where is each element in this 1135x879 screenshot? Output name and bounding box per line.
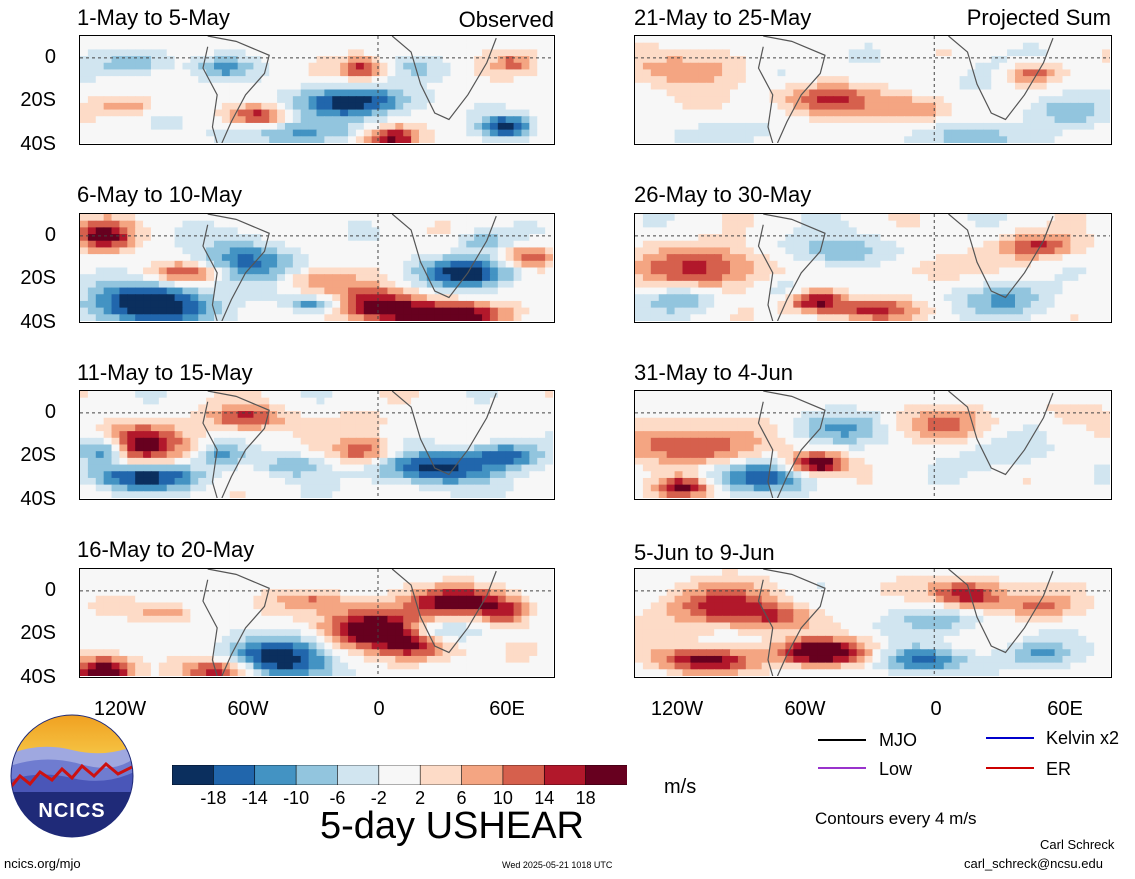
- x-tick-label: 60E: [1047, 698, 1083, 720]
- colorbar-tick-label: -6: [329, 788, 346, 808]
- colorbar-swatch: [585, 764, 628, 786]
- y-tick-label: 20S: [20, 89, 56, 111]
- y-tick-label: 20S: [20, 444, 56, 466]
- y-tick-label: 0: [44, 46, 56, 68]
- x-tick-label: 60W: [784, 698, 826, 720]
- y-tick-label: 0: [44, 401, 56, 423]
- map-panel-right-4: [634, 568, 1112, 678]
- map-panel-right-2: [634, 213, 1112, 323]
- logo-text: NCICS: [38, 800, 106, 822]
- map-panel-left-3: [79, 390, 555, 500]
- y-tick-label: 40S: [20, 666, 56, 688]
- colorbar-tick-label: 18: [575, 788, 596, 808]
- x-tick-label: 0: [930, 698, 942, 720]
- colorbar-swatch: [254, 764, 297, 786]
- panel-title-right-3: 31-May to 4-Jun: [634, 360, 793, 385]
- x-tick-label: 60W: [227, 698, 269, 720]
- contour-note: Contours every 4 m/s: [815, 809, 977, 828]
- coastline-africa: [391, 214, 497, 299]
- coastline-africa: [948, 214, 1054, 299]
- colorbar-tick-label: -10: [283, 788, 310, 808]
- y-tick-label: 40S: [20, 488, 56, 510]
- colorbar-swatch: [213, 764, 256, 786]
- coastline-africa: [391, 36, 497, 121]
- colorbar-tick-label: 6: [456, 788, 467, 808]
- coastline-africa: [948, 391, 1054, 476]
- x-tick-label: 60E: [489, 698, 525, 720]
- colorbar-swatch: [461, 764, 504, 786]
- panel-title-right-2: 26-May to 30-May: [634, 182, 812, 207]
- coastline-south-america: [202, 391, 270, 498]
- panel-title-left-1: 1-May to 5-May: [77, 5, 230, 30]
- colorbar-tick-label: 10: [492, 788, 513, 808]
- coastline-south-america: [757, 569, 826, 676]
- colorbar-swatch: [419, 764, 463, 786]
- footer-email: carl_schreck@ncsu.edu: [964, 856, 1103, 871]
- ncics-logo: NCICS: [10, 714, 134, 838]
- colorbar-tick-label: 2: [415, 788, 426, 808]
- legend-low: Low: [879, 759, 913, 779]
- contour-legend: [816, 727, 1131, 787]
- colorbar-tick-label: -18: [200, 788, 227, 808]
- map-panel-left-1: [79, 35, 555, 145]
- coastline-africa: [391, 569, 497, 654]
- colorbar-tick-label: -2: [370, 788, 387, 808]
- legend-mjo: MJO: [879, 730, 917, 750]
- unit-label: m/s: [664, 776, 697, 798]
- footer-author: Carl Schreck: [1040, 837, 1115, 852]
- colorbar-swatch: [502, 764, 546, 786]
- coastline-south-america: [757, 391, 826, 498]
- panel-title-left-3: 11-May to 15-May: [77, 360, 253, 385]
- colorbar-swatch: [295, 764, 339, 786]
- coastline-south-america: [202, 569, 270, 676]
- panel-title-left-2: 6-May to 10-May: [77, 182, 243, 207]
- map-panel-left-4: [79, 568, 555, 678]
- panel-title-right-1: 21-May to 25-May: [634, 5, 812, 30]
- legend-kelvin: Kelvin x2: [1046, 728, 1120, 748]
- x-tick-label: 120W: [650, 698, 704, 720]
- colorbar-tick-label: -14: [241, 788, 268, 808]
- colorbar: [171, 764, 628, 786]
- colorbar-swatch: [171, 764, 215, 786]
- y-tick-label: 0: [44, 224, 56, 246]
- projected-label: Projected Sum: [966, 5, 1111, 30]
- panel-title-right-4: 5-Jun to 9-Jun: [634, 540, 775, 565]
- x-tick-label: 120W: [93, 698, 147, 720]
- y-tick-label: 20S: [20, 267, 56, 289]
- y-tick-label: 0: [44, 579, 56, 601]
- panel-title-left-4: 16-May to 20-May: [77, 537, 255, 562]
- y-tick-label: 40S: [20, 133, 56, 155]
- observed-label: Observed: [458, 7, 554, 32]
- legend-er: ER: [1046, 759, 1072, 779]
- footer-timestamp: Wed 2025-05-21 1018 UTC: [502, 860, 613, 870]
- coastline-africa: [391, 391, 497, 476]
- coastline-south-america: [757, 36, 826, 143]
- chart-title: 5-day USHEAR: [320, 805, 584, 847]
- map-panel-left-2: [79, 213, 555, 323]
- map-panel-right-3: [634, 390, 1112, 500]
- y-tick-label: 40S: [20, 311, 56, 333]
- map-panel-right-1: [634, 35, 1112, 145]
- colorbar-swatch: [543, 764, 587, 786]
- coastline-south-america: [202, 36, 270, 143]
- colorbar-swatch: [337, 764, 380, 786]
- x-tick-label: 0: [373, 698, 385, 720]
- footer-site: ncics.org/mjo: [4, 856, 81, 871]
- coastline-africa: [948, 569, 1054, 654]
- coastline-south-america: [757, 214, 826, 321]
- coastline-africa: [948, 36, 1054, 121]
- coastline-south-america: [202, 214, 270, 321]
- colorbar-tick-label: 14: [534, 788, 555, 808]
- colorbar-swatch: [378, 764, 421, 786]
- y-tick-label: 20S: [20, 622, 56, 644]
